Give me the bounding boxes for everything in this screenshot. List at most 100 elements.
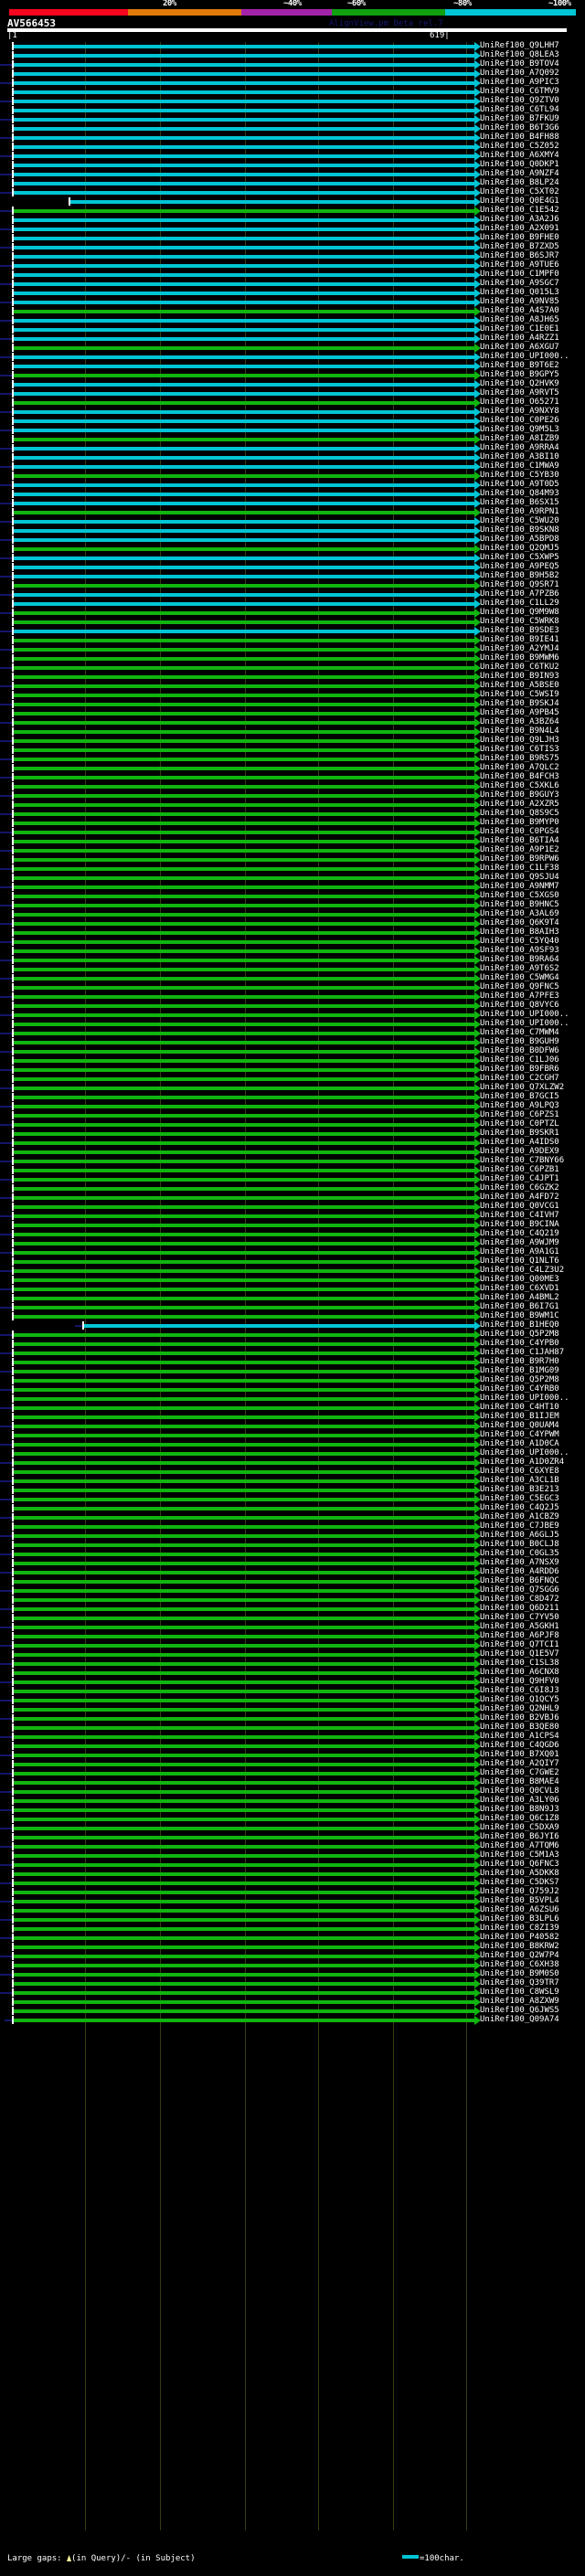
hit-accession-label[interactable]: UniRef100_A9WJM9 (480, 1238, 559, 1247)
hit-row[interactable]: UniRef100_Q015L3 (0, 288, 585, 298)
hit-hsp-bar[interactable] (14, 1553, 474, 1556)
hit-hsp-bar[interactable] (14, 1050, 474, 1054)
hit-row[interactable]: UniRef100_Q2HVK9 (0, 379, 585, 389)
hit-accession-label[interactable]: UniRef100_Q9LJH3 (480, 736, 559, 745)
hit-row[interactable]: UniRef100_A7PZB6 (0, 589, 585, 599)
hit-accession-label[interactable]: UniRef100_A9NMM7 (480, 882, 559, 891)
hit-hsp-bar[interactable] (14, 895, 474, 898)
hit-row[interactable]: UniRef100_C7JBE9 (0, 1521, 585, 1532)
hit-accession-label[interactable]: UniRef100_B9GPY5 (480, 370, 559, 379)
hit-row[interactable]: UniRef100_Q9M5L3 (0, 425, 585, 435)
hit-accession-label[interactable]: UniRef100_B9WM1C (480, 1311, 559, 1320)
hit-row[interactable]: UniRef100_C5DXA9 (0, 1823, 585, 1833)
hit-hsp-bar[interactable] (14, 246, 474, 249)
hit-hsp-bar[interactable] (14, 538, 474, 542)
hit-hsp-bar[interactable] (14, 620, 474, 624)
hit-row[interactable]: UniRef100_A1CBZ9 (0, 1512, 585, 1522)
hit-row[interactable]: UniRef100_B9GPY5 (0, 370, 585, 380)
hit-accession-label[interactable]: UniRef100_B9HNC5 (480, 900, 559, 909)
hit-hsp-bar[interactable] (14, 566, 474, 569)
hit-accession-label[interactable]: UniRef100_C5XWP5 (480, 553, 559, 562)
hit-hsp-bar[interactable] (14, 328, 474, 332)
hit-hsp-bar[interactable] (14, 849, 474, 853)
hit-accession-label[interactable]: UniRef100_C0PGS4 (480, 827, 559, 836)
hit-hsp-bar[interactable] (14, 1306, 474, 1309)
hit-accession-label[interactable]: UniRef100_B9SKN8 (480, 525, 559, 535)
hit-hsp-bar[interactable] (14, 1900, 474, 1903)
hit-hsp-bar[interactable] (14, 931, 474, 935)
hit-accession-label[interactable]: UniRef100_C7YV50 (480, 1613, 559, 1622)
hit-hsp-bar[interactable] (14, 758, 474, 761)
hit-accession-label[interactable]: UniRef100_C5EGC3 (480, 1494, 559, 1503)
hit-accession-label[interactable]: UniRef100_C1LJ06 (480, 1055, 559, 1065)
hit-row[interactable]: UniRef100_Q0UAM4 (0, 1421, 585, 1431)
hit-accession-label[interactable]: UniRef100_A4IDS0 (480, 1138, 559, 1147)
hit-hsp-bar[interactable] (14, 1598, 474, 1602)
hit-accession-label[interactable]: UniRef100_A9PIC3 (480, 78, 559, 87)
hit-hsp-bar[interactable] (14, 1699, 474, 1702)
hit-hsp-bar[interactable] (14, 118, 474, 122)
hit-accession-label[interactable]: UniRef100_A9PB45 (480, 708, 559, 717)
hit-accession-label[interactable]: UniRef100_A6CNX8 (480, 1668, 559, 1677)
hit-hsp-bar[interactable] (14, 1370, 474, 1373)
hit-hsp-bar[interactable] (14, 1150, 474, 1154)
hit-hsp-bar[interactable] (14, 611, 474, 615)
hit-hsp-bar[interactable] (14, 1434, 474, 1437)
hit-row[interactable]: UniRef100_B9H5B2 (0, 571, 585, 581)
hit-row[interactable]: UniRef100_Q1NLT6 (0, 1256, 585, 1267)
hit-accession-label[interactable]: UniRef100_C8D472 (480, 1595, 559, 1604)
hit-hsp-bar[interactable] (14, 1863, 474, 1867)
hit-row[interactable]: UniRef100_A3LY06 (0, 1796, 585, 1806)
hit-row[interactable]: UniRef100_C1MPF0 (0, 270, 585, 280)
hit-hsp-bar[interactable] (14, 959, 474, 962)
hit-accession-label[interactable]: UniRef100_C6GZK2 (480, 1183, 559, 1193)
hit-accession-label[interactable]: UniRef100_B9MYP0 (480, 818, 559, 827)
hit-hsp-bar[interactable] (14, 1087, 474, 1090)
hit-row[interactable]: UniRef100_B9HNC5 (0, 900, 585, 910)
hit-accession-label[interactable]: UniRef100_C1E542 (480, 206, 559, 215)
hit-row[interactable]: UniRef100_B9RPW6 (0, 854, 585, 864)
hit-accession-label[interactable]: UniRef100_A5DKK8 (480, 1869, 559, 1878)
hit-row[interactable]: UniRef100_B9SKN8 (0, 525, 585, 535)
hit-accession-label[interactable]: UniRef100_A9NV85 (480, 297, 559, 306)
hit-row[interactable]: UniRef100_C1LL29 (0, 599, 585, 609)
hit-accession-label[interactable]: UniRef100_Q2NHL9 (480, 1704, 559, 1713)
hit-accession-label[interactable]: UniRef100_B0CLJ8 (480, 1540, 559, 1549)
hit-row[interactable]: UniRef100_UPI000.. (0, 352, 585, 362)
hit-row[interactable]: UniRef100_A9DEX9 (0, 1147, 585, 1157)
hit-row[interactable]: UniRef100_B1HEQ0 (0, 1320, 585, 1330)
hit-accession-label[interactable]: UniRef100_A9A1G1 (480, 1247, 559, 1256)
hit-hsp-bar[interactable] (14, 255, 474, 259)
hit-accession-label[interactable]: UniRef100_A9NZF4 (480, 169, 559, 178)
hit-hsp-bar[interactable] (14, 1781, 474, 1785)
hit-row[interactable]: UniRef100_Q7SGG6 (0, 1585, 585, 1595)
hit-hsp-bar[interactable] (14, 1589, 474, 1593)
hit-hsp-bar[interactable] (14, 45, 474, 48)
hit-row[interactable]: UniRef100_Q0DKP1 (0, 160, 585, 170)
hit-hsp-bar[interactable] (14, 684, 474, 688)
hit-row[interactable]: UniRef100_C8ZI39 (0, 1924, 585, 1934)
hit-hsp-bar[interactable] (14, 1077, 474, 1081)
hit-accession-label[interactable]: UniRef100_B6SX15 (480, 498, 559, 507)
hit-row[interactable]: UniRef100_C5DKS7 (0, 1878, 585, 1888)
hit-accession-label[interactable]: UniRef100_C0PE26 (480, 416, 559, 425)
hit-accession-label[interactable]: UniRef100_A1CBZ9 (480, 1512, 559, 1521)
hit-hsp-bar[interactable] (14, 767, 474, 770)
hit-accession-label[interactable]: UniRef100_B9SKJ4 (480, 699, 559, 708)
hit-row[interactable]: UniRef100_B7XQ01 (0, 1750, 585, 1760)
hit-row[interactable]: UniRef100_C4YPB0 (0, 1339, 585, 1349)
hit-accession-label[interactable]: UniRef100_Q9FNC5 (480, 982, 559, 991)
hit-accession-label[interactable]: UniRef100_C1MWA9 (480, 461, 559, 471)
hit-hsp-bar[interactable] (14, 520, 474, 524)
hit-hsp-bar[interactable] (14, 1141, 474, 1145)
hit-hsp-bar[interactable] (14, 483, 474, 487)
hit-accession-label[interactable]: UniRef100_C4YPWM (480, 1430, 559, 1439)
hit-accession-label[interactable]: UniRef100_Q6C1Z8 (480, 1814, 559, 1823)
hit-row[interactable]: UniRef100_A7NSX9 (0, 1558, 585, 1568)
hit-row[interactable]: UniRef100_Q1E5V7 (0, 1649, 585, 1659)
hit-row[interactable]: UniRef100_B9M0S0 (0, 1969, 585, 1979)
hit-row[interactable]: UniRef100_B9RS75 (0, 754, 585, 764)
hit-row[interactable]: UniRef100_C6XYE8 (0, 1467, 585, 1477)
hit-hsp-bar[interactable] (14, 1452, 474, 1456)
hit-accession-label[interactable]: UniRef100_Q8LEA3 (480, 50, 559, 59)
